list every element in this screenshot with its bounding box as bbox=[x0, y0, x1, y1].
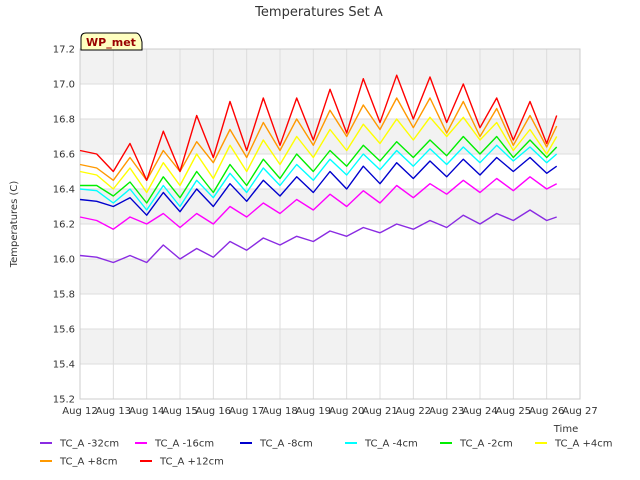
legend-label: TC_A +12cm bbox=[159, 457, 224, 468]
y-tick-label: 16.6 bbox=[53, 150, 75, 161]
y-axis-label: Temperatures (C) bbox=[9, 181, 20, 269]
x-tick-label: Aug 17 bbox=[229, 406, 264, 417]
x-tick-label: Aug 26 bbox=[529, 406, 564, 417]
y-tick-label: 16.4 bbox=[53, 185, 75, 196]
x-tick-label: Aug 19 bbox=[296, 406, 331, 417]
y-tick-label: 17.0 bbox=[53, 80, 75, 91]
legend-label: TC_A -2cm bbox=[459, 439, 513, 450]
x-tick-label: Aug 15 bbox=[162, 406, 197, 417]
y-axis: 15.2 15.4 15.6 15.8 16.0 16.2 16.4 16.6 16.8 17.0… bbox=[53, 45, 75, 406]
legend-label: TC_A -8cm bbox=[259, 439, 313, 450]
series-line-tc-a-8cm bbox=[79, 97, 558, 182]
y-tick-label: 15.6 bbox=[53, 325, 75, 336]
y-tick-label: 16.2 bbox=[53, 220, 75, 231]
y-tick-label: 16.0 bbox=[53, 255, 75, 266]
x-axis-label: Time bbox=[553, 424, 578, 435]
badge-box bbox=[80, 32, 143, 51]
x-tick-label: Aug 18 bbox=[262, 406, 297, 417]
series-line-tc-a-2cm bbox=[80, 135, 558, 204]
x-tick-label: Aug 23 bbox=[429, 406, 464, 417]
site-badge: WP_met bbox=[80, 32, 143, 51]
legend-label: TC_A +8cm bbox=[59, 457, 118, 468]
series-line-tc-a-8cm bbox=[79, 156, 558, 216]
x-tick-label: Aug 21 bbox=[362, 406, 397, 417]
legend-label: TC_A -16cm bbox=[154, 439, 214, 450]
badge-label: WP_met bbox=[86, 36, 136, 49]
plot-band bbox=[80, 49, 580, 84]
chart-title: Temperatures Set A bbox=[254, 5, 383, 20]
y-tick-label: 15.8 bbox=[53, 290, 75, 301]
series-line-tc-a-32cm bbox=[79, 209, 557, 264]
plot-band bbox=[80, 259, 580, 294]
plot-frame bbox=[79, 48, 581, 400]
plot-band bbox=[80, 329, 580, 364]
x-tick-label: Aug 25 bbox=[496, 406, 531, 417]
legend-label: TC_A -32cm bbox=[59, 439, 119, 450]
y-tick-label: 17.2 bbox=[53, 45, 75, 56]
legend-label: TC_A -4cm bbox=[364, 439, 418, 450]
series-lines bbox=[79, 74, 558, 264]
legend: TC_A -32cm TC_A -16cm TC_A -8cm TC_A -4cm TC… bbox=[40, 439, 613, 468]
y-tick-label: 15.4 bbox=[53, 360, 75, 371]
series-line-tc-a-4cm bbox=[79, 116, 558, 194]
legend-label: TC_A +4cm bbox=[554, 439, 613, 450]
x-tick-label: Aug 27 bbox=[562, 406, 597, 417]
x-tick-label: Aug 24 bbox=[462, 406, 497, 417]
series-line-tc-a-16cm bbox=[79, 176, 558, 230]
x-tick-label: Aug 12 bbox=[62, 406, 97, 417]
x-tick-label: Aug 20 bbox=[329, 406, 364, 417]
x-tick-label: Aug 16 bbox=[196, 406, 231, 417]
series-line-tc-a-12cm bbox=[79, 74, 558, 182]
y-tick-label: 16.8 bbox=[53, 115, 75, 126]
y-tick-label: 15.2 bbox=[53, 395, 75, 406]
x-tick-label: Aug 13 bbox=[96, 406, 131, 417]
x-tick-label: Aug 14 bbox=[129, 406, 164, 417]
series-line-tc-a-4cm bbox=[79, 144, 558, 211]
x-tick-label: Aug 22 bbox=[396, 406, 431, 417]
